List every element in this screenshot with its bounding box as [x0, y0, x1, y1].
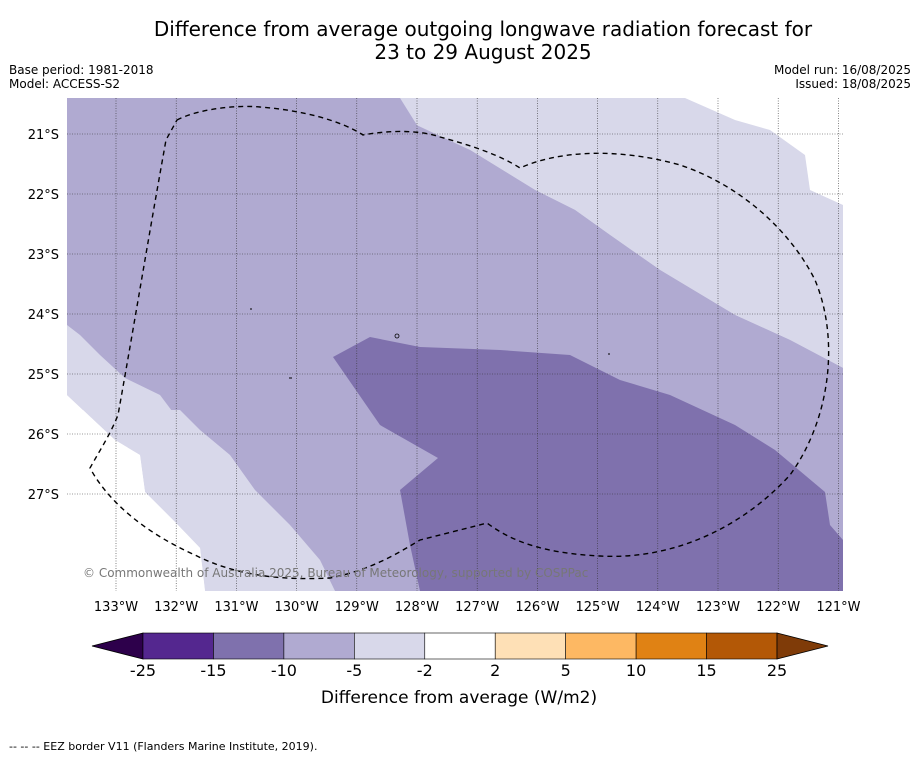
- model-run: Model run: 16/08/2025: [773, 63, 911, 77]
- longitude-labels: 133°W 132°W 131°W 130°W 129°W 128°W 127°W 126°W…: [94, 600, 861, 615]
- latitude-label: 23°S: [28, 248, 59, 263]
- colorbar-segment: [283, 632, 355, 660]
- small-island-markers: [250, 308, 610, 379]
- base-period: Base period: 1981-2018: [9, 63, 154, 77]
- longitude-label: 126°W: [515, 600, 559, 615]
- island-marker: [394, 333, 400, 339]
- clear-area-northeast: [685, 98, 843, 205]
- latitude-label: 25°S: [28, 368, 59, 383]
- eez-legend-text: -- -- -- EEZ border V11 (Flanders Marine…: [9, 740, 318, 753]
- colorbar-tick-label: -5: [346, 661, 362, 680]
- longitude-label: 133°W: [94, 600, 138, 615]
- longitude-label: 130°W: [275, 600, 319, 615]
- latitude-label: 24°S: [28, 308, 59, 323]
- meta-left: Base period: 1981-2018 Model: ACCESS-S2: [9, 63, 154, 91]
- colorbar: -25 -15 -10 -5 -2 2 5 10 15 25: [91, 632, 829, 680]
- colorbar-segment: [706, 632, 778, 660]
- longitude-label: 131°W: [214, 600, 258, 615]
- longitude-label: 127°W: [455, 600, 499, 615]
- colorbar-tick-label: -15: [200, 661, 226, 680]
- copyright-notice: © Commonwealth of Australia 2025, Bureau…: [83, 566, 588, 580]
- colorbar-tick-label: 15: [696, 661, 716, 680]
- longitude-label: 121°W: [816, 600, 860, 615]
- issued-date: Issued: 18/08/2025: [795, 77, 911, 91]
- colorbar-tick-label: -2: [417, 661, 433, 680]
- latitude-label: 22°S: [28, 188, 59, 203]
- map-area: © Commonwealth of Australia 2025, Bureau…: [67, 98, 843, 591]
- colorbar-tick-label: -10: [271, 661, 297, 680]
- longitude-label: 122°W: [756, 600, 800, 615]
- colorbar-segment: [635, 632, 707, 660]
- colorbar-label: Difference from average (W/m2): [321, 688, 597, 708]
- map-title: Difference from average outgoing longwav…: [0, 18, 919, 64]
- model-name: Model: ACCESS-S2: [9, 77, 121, 91]
- shade-band-dark: [333, 337, 843, 591]
- colorbar-extend-max: [776, 632, 829, 660]
- colorbar-segment: [565, 632, 637, 660]
- colorbar-tick-label: 5: [561, 661, 571, 680]
- longitude-label: 124°W: [636, 600, 680, 615]
- title-line-1: Difference from average outgoing longwav…: [153, 17, 813, 41]
- latitude-labels: 21°S 22°S 23°S 24°S 25°S 26°S 27°S: [28, 128, 59, 503]
- colorbar-tick-label: -25: [130, 661, 156, 680]
- graticule: [67, 98, 843, 591]
- longitude-label: 123°W: [696, 600, 740, 615]
- colorbar-segment: [424, 632, 496, 660]
- longitude-label: 129°W: [335, 600, 379, 615]
- map-figure: © Commonwealth of Australia 2025, Bureau…: [28, 98, 861, 708]
- colorbar-tick-label: 25: [767, 661, 787, 680]
- meta-right: Model run: 16/08/2025 Issued: 18/08/2025: [774, 63, 911, 91]
- colorbar-extend-min: [91, 632, 144, 660]
- clear-area-southwest-edge: [67, 395, 205, 591]
- colorbar-tick-label: 2: [490, 661, 500, 680]
- colorbar-segment: [494, 632, 566, 660]
- longitude-label: 132°W: [154, 600, 198, 615]
- colorbar-tick-label: 10: [626, 661, 646, 680]
- title-line-2: 23 to 29 August 2025: [374, 40, 592, 64]
- latitude-label: 21°S: [28, 128, 59, 143]
- colorbar-segment: [213, 632, 285, 660]
- colorbar-segment: [142, 632, 214, 660]
- latitude-label: 27°S: [28, 488, 59, 503]
- colorbar-segment: [354, 632, 426, 660]
- latitude-label: 26°S: [28, 428, 59, 443]
- longitude-label: 125°W: [576, 600, 620, 615]
- shade-band-light-southwest: [67, 325, 335, 591]
- longitude-label: 128°W: [395, 600, 439, 615]
